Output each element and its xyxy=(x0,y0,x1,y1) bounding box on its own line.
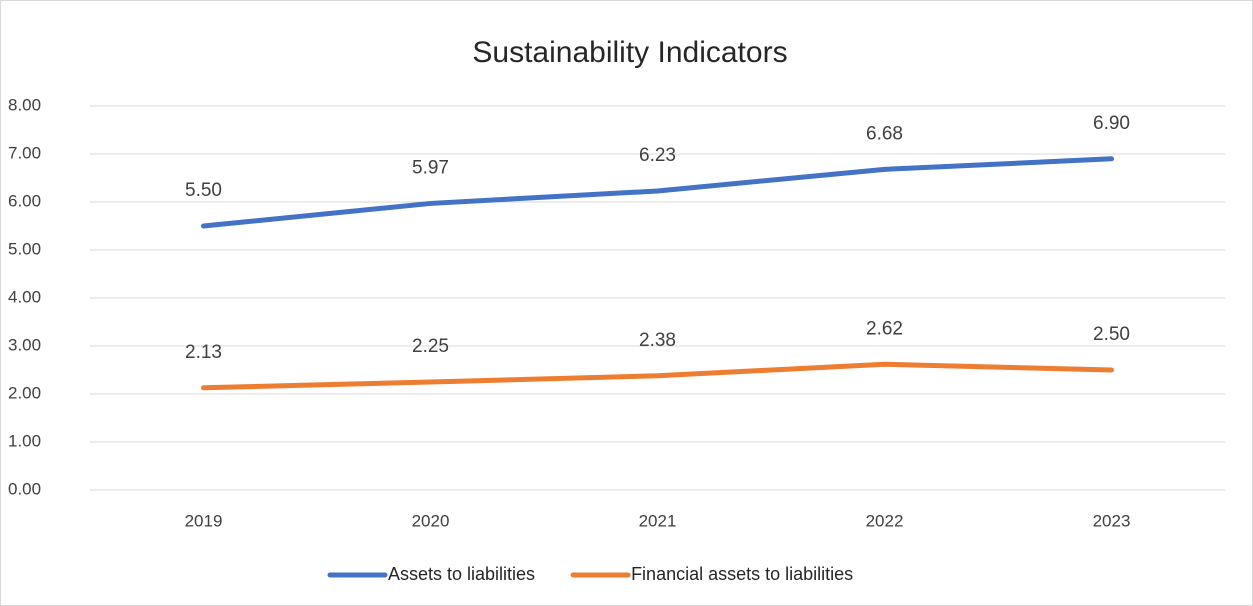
y-tick-label: 8.00 xyxy=(8,95,41,114)
data-label: 6.90 xyxy=(1093,113,1130,134)
y-tick-label: 7.00 xyxy=(8,143,41,162)
x-tick-label: 2020 xyxy=(412,511,450,530)
data-label: 6.68 xyxy=(866,123,903,144)
x-tick-label: 2021 xyxy=(639,511,677,530)
data-label: 5.50 xyxy=(185,180,222,201)
y-tick-label: 3.00 xyxy=(8,335,41,354)
chart-title: Sustainability Indicators xyxy=(472,36,787,69)
series-line xyxy=(201,156,1114,229)
y-tick-label: 1.00 xyxy=(8,431,41,450)
y-tick-label: 4.00 xyxy=(8,287,41,306)
data-label: 6.23 xyxy=(639,145,676,166)
legend-label: Financial assets to liabilities xyxy=(631,564,853,584)
x-tick-label: 2019 xyxy=(185,511,223,530)
data-label: 2.50 xyxy=(1093,324,1130,345)
data-label: 2.38 xyxy=(639,330,676,351)
data-label: 2.13 xyxy=(185,342,222,363)
x-tick-label: 2023 xyxy=(1093,511,1131,530)
data-label: 5.97 xyxy=(412,157,449,178)
y-tick-label: 6.00 xyxy=(8,191,41,210)
x-tick-label: 2022 xyxy=(866,511,904,530)
series-line xyxy=(201,361,1114,391)
data-label: 2.62 xyxy=(866,318,903,339)
legend-label: Assets to liabilities xyxy=(388,564,535,584)
y-tick-label: 0.00 xyxy=(8,479,41,498)
data-label: 2.25 xyxy=(412,336,449,357)
y-tick-label: 5.00 xyxy=(8,239,41,258)
y-tick-label: 2.00 xyxy=(8,383,41,402)
